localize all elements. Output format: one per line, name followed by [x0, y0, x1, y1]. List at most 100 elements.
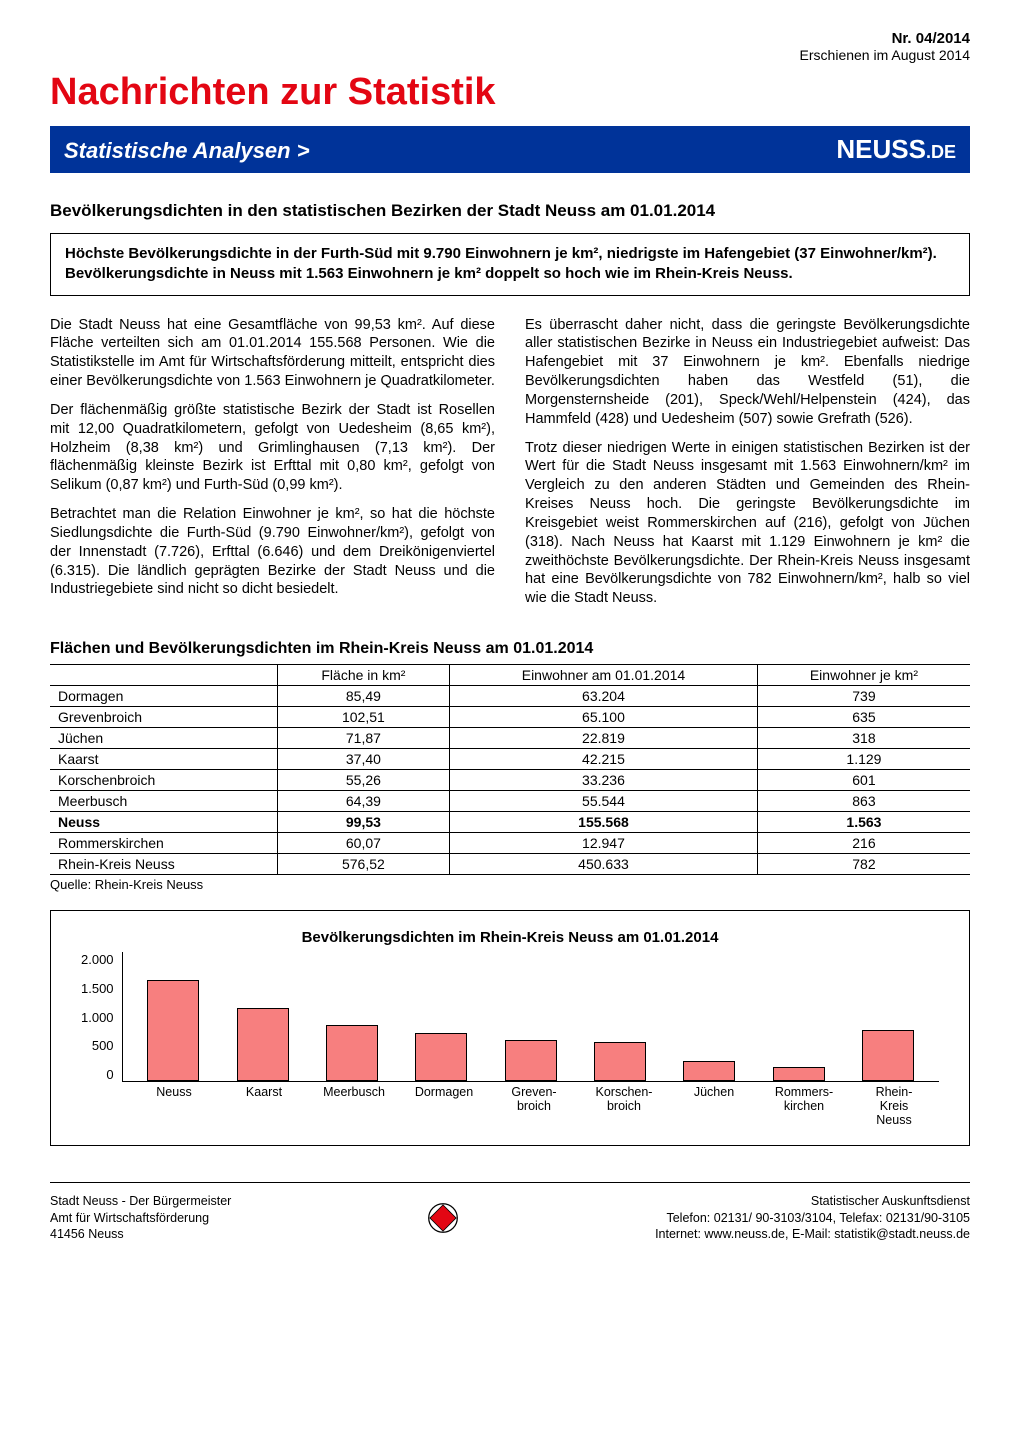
table-cell: 99,53	[277, 812, 449, 833]
x-tick-label: Korschen-broich	[593, 1086, 655, 1127]
table-cell: 601	[757, 770, 970, 791]
body-p: Trotz dieser niedrigen Werte in einigen …	[525, 439, 970, 609]
chart-title: Bevölkerungsdichten im Rhein-Kreis Neuss…	[81, 929, 939, 946]
chart-bar	[415, 1033, 467, 1081]
table-heading: Flächen und Bevölkerungsdichten im Rhein…	[50, 640, 970, 658]
footer-line: Telefon: 02131/ 90-3103/3104, Telefax: 0…	[655, 1210, 970, 1226]
y-tick-label: 1.000	[81, 1010, 114, 1025]
x-tick-label: Rommers-kirchen	[773, 1086, 835, 1127]
col-header	[50, 665, 277, 686]
x-axis-labels: NeussKaarstMeerbuschDormagenGreven-broic…	[129, 1086, 939, 1127]
main-title: Nachrichten zur Statistik	[50, 71, 970, 114]
body-columns: Die Stadt Neuss hat eine Gesamtfläche vo…	[50, 316, 970, 619]
table-cell: Grevenbroich	[50, 707, 277, 728]
table-cell: Rhein-Kreis Neuss	[50, 854, 277, 875]
table-cell: Jüchen	[50, 728, 277, 749]
chart-bar	[862, 1030, 914, 1081]
footer-line: Amt für Wirtschaftsförderung	[50, 1210, 231, 1226]
x-tick-label: Rhein-KreisNeuss	[863, 1086, 925, 1127]
table-cell: 71,87	[277, 728, 449, 749]
chart-container: Bevölkerungsdichten im Rhein-Kreis Neuss…	[50, 910, 970, 1146]
plot-area	[122, 952, 939, 1082]
table-row: Rommerskirchen60,0712.947216	[50, 833, 970, 854]
table-row: Grevenbroich102,5165.100635	[50, 707, 970, 728]
subtitle-bar: Statistische Analysen > NEUSS.DE	[50, 126, 970, 173]
table-cell: 102,51	[277, 707, 449, 728]
table-cell: 55.544	[450, 791, 758, 812]
table-cell: 318	[757, 728, 970, 749]
table-row: Jüchen71,8722.819318	[50, 728, 970, 749]
table-cell: 155.568	[450, 812, 758, 833]
table-cell: 216	[757, 833, 970, 854]
col-header: Einwohner je km²	[757, 665, 970, 686]
table-row: Neuss99,53155.5681.563	[50, 812, 970, 833]
table-cell: 64,39	[277, 791, 449, 812]
footer-left: Stadt Neuss - Der Bürgermeister Amt für …	[50, 1193, 231, 1242]
table-cell: 55,26	[277, 770, 449, 791]
table-cell: Neuss	[50, 812, 277, 833]
table-cell: Meerbusch	[50, 791, 277, 812]
chart-bar	[237, 1008, 289, 1081]
subtitle-left: Statistische Analysen >	[64, 138, 310, 164]
table-cell: 85,49	[277, 686, 449, 707]
x-tick-label: Neuss	[143, 1086, 205, 1127]
data-table: Fläche in km² Einwohner am 01.01.2014 Ei…	[50, 664, 970, 875]
table-cell: 37,40	[277, 749, 449, 770]
table-cell: 576,52	[277, 854, 449, 875]
x-tick-label: Greven-broich	[503, 1086, 565, 1127]
col-header: Fläche in km²	[277, 665, 449, 686]
table-cell: Korschenbroich	[50, 770, 277, 791]
table-cell: 1.129	[757, 749, 970, 770]
chart-bar	[594, 1042, 646, 1081]
chart-bar	[147, 980, 199, 1082]
brand-main: NEUSS	[836, 134, 926, 164]
summary-line-2: Bevölkerungsdichte in Neuss mit 1.563 Ei…	[65, 264, 955, 284]
table-cell: 782	[757, 854, 970, 875]
table-cell: 739	[757, 686, 970, 707]
y-axis: 2.0001.5001.0005000	[81, 952, 122, 1082]
issue-number: Nr. 04/2014	[50, 30, 970, 47]
chart-bar	[326, 1025, 378, 1081]
y-tick-label: 1.500	[81, 981, 114, 996]
right-column: Es überrascht daher nicht, dass die geri…	[525, 316, 970, 619]
footer: Stadt Neuss - Der Bürgermeister Amt für …	[50, 1183, 970, 1242]
header-meta: Nr. 04/2014 Erschienen im August 2014	[50, 30, 970, 63]
subtitle-right: NEUSS.DE	[836, 134, 956, 165]
table-cell: Rommerskirchen	[50, 833, 277, 854]
chart-area: 2.0001.5001.0005000	[81, 952, 939, 1082]
table-header-row: Fläche in km² Einwohner am 01.01.2014 Ei…	[50, 665, 970, 686]
footer-line: Statistischer Auskunftsdienst	[655, 1193, 970, 1209]
table-cell: Kaarst	[50, 749, 277, 770]
summary-box: Höchste Bevölkerungsdichte in der Furth-…	[50, 233, 970, 296]
table-row: Dormagen85,4963.204739	[50, 686, 970, 707]
table-cell: 1.563	[757, 812, 970, 833]
body-p: Es überrascht daher nicht, dass die geri…	[525, 316, 970, 429]
table-row: Rhein-Kreis Neuss576,52450.633782	[50, 854, 970, 875]
table-cell: 42.215	[450, 749, 758, 770]
table-cell: 63.204	[450, 686, 758, 707]
body-p: Betrachtet man die Relation Einwohner je…	[50, 505, 495, 599]
x-tick-label: Jüchen	[683, 1086, 745, 1127]
table-cell: 65.100	[450, 707, 758, 728]
body-p: Die Stadt Neuss hat eine Gesamtfläche vo…	[50, 316, 495, 391]
summary-line-1: Höchste Bevölkerungsdichte in der Furth-…	[65, 244, 955, 264]
x-tick-label: Meerbusch	[323, 1086, 385, 1127]
footer-right: Statistischer Auskunftsdienst Telefon: 0…	[655, 1193, 970, 1242]
table-row: Meerbusch64,3955.544863	[50, 791, 970, 812]
table-cell: 635	[757, 707, 970, 728]
footer-line: Stadt Neuss - Der Bürgermeister	[50, 1193, 231, 1209]
y-tick-label: 0	[106, 1067, 113, 1082]
table-cell: 60,07	[277, 833, 449, 854]
table-cell: Dormagen	[50, 686, 277, 707]
brand-suffix: .DE	[926, 142, 956, 162]
x-tick-label: Dormagen	[413, 1086, 475, 1127]
left-column: Die Stadt Neuss hat eine Gesamtfläche vo…	[50, 316, 495, 619]
body-p: Der flächenmäßig größte statistische Bez…	[50, 401, 495, 495]
table-source: Quelle: Rhein-Kreis Neuss	[50, 877, 970, 892]
issue-date: Erschienen im August 2014	[50, 47, 970, 63]
table-row: Korschenbroich55,2633.236601	[50, 770, 970, 791]
table-cell: 450.633	[450, 854, 758, 875]
col-header: Einwohner am 01.01.2014	[450, 665, 758, 686]
table-row: Kaarst37,4042.2151.129	[50, 749, 970, 770]
y-tick-label: 2.000	[81, 952, 114, 967]
